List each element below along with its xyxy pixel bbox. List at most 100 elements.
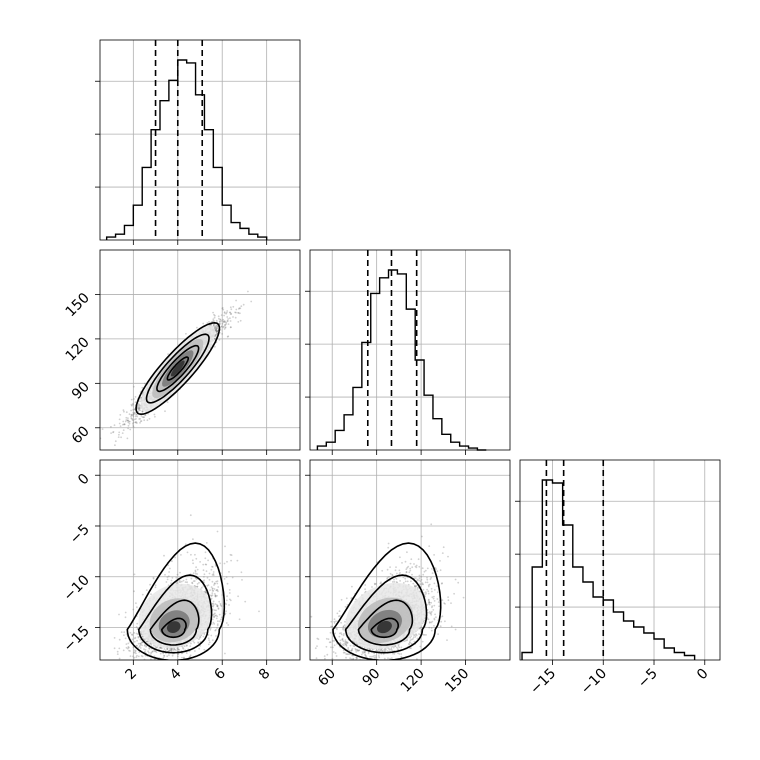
sample-point — [123, 410, 125, 413]
sample-point — [118, 431, 121, 434]
sample-point — [152, 576, 155, 579]
sample-point — [199, 561, 202, 563]
sample-point — [180, 580, 183, 583]
sample-point — [181, 646, 184, 649]
sample-point — [195, 557, 198, 560]
sample-point — [210, 595, 213, 597]
sample-point — [228, 604, 230, 606]
sample-point — [134, 650, 137, 652]
sample-point — [137, 635, 140, 638]
sample-point — [130, 403, 133, 406]
sample-point — [141, 655, 144, 658]
sample-point — [124, 616, 127, 619]
sample-point — [213, 609, 216, 612]
sample-point — [134, 651, 137, 653]
sample-point — [216, 615, 219, 618]
sample-point — [223, 312, 226, 314]
sample-point — [215, 328, 217, 331]
sample-point — [124, 637, 127, 640]
sample-point — [154, 650, 156, 653]
sample-point — [216, 330, 219, 332]
sample-point — [223, 562, 226, 565]
sample-point — [231, 576, 234, 579]
sample-point — [217, 620, 219, 623]
sample-point — [214, 335, 217, 337]
sample-point — [217, 315, 220, 318]
sample-point — [155, 651, 158, 654]
sample-point — [176, 573, 179, 576]
sample-point — [127, 421, 130, 424]
sample-point — [230, 308, 233, 311]
sample-point — [179, 581, 182, 583]
sample-point — [218, 613, 221, 616]
sample-point — [165, 581, 168, 583]
sample-point — [230, 312, 233, 315]
sample-point — [214, 329, 217, 331]
sample-point — [125, 643, 128, 645]
sample-point — [216, 325, 219, 328]
sample-point — [214, 334, 217, 337]
sample-point — [141, 644, 143, 647]
sample-point — [232, 305, 235, 308]
sample-point — [205, 542, 208, 544]
sample-point — [212, 600, 215, 603]
sample-point — [242, 303, 245, 306]
sample-point — [149, 583, 151, 586]
sample-point — [138, 406, 141, 409]
sample-point — [120, 436, 122, 439]
sample-point — [134, 636, 137, 639]
sample-point — [153, 644, 155, 647]
sample-point — [121, 432, 124, 434]
sample-point — [143, 419, 146, 422]
sample-point — [211, 566, 214, 568]
sample-point — [205, 563, 208, 566]
sample-point — [130, 414, 133, 416]
sample-point — [185, 644, 188, 647]
sample-point — [143, 648, 145, 650]
sample-point — [225, 599, 228, 602]
sample-point — [215, 333, 218, 336]
sample-point — [213, 613, 215, 616]
sample-point — [120, 631, 123, 633]
sample-point — [135, 632, 138, 635]
panel-frame — [519, 459, 721, 661]
sample-point — [166, 578, 169, 581]
sample-point — [190, 577, 193, 580]
sample-point — [215, 329, 218, 331]
sample-point — [177, 655, 179, 658]
contour-level — [145, 333, 210, 404]
sample-point — [213, 316, 216, 319]
sample-point — [193, 580, 196, 582]
sample-point — [133, 408, 136, 411]
sample-point — [216, 327, 219, 329]
sample-point — [135, 418, 137, 420]
sample-point — [135, 602, 137, 605]
sample-point — [207, 584, 210, 586]
sample-point — [178, 581, 181, 583]
sample-point — [226, 310, 229, 312]
sample-point — [113, 637, 116, 639]
sample-point — [136, 622, 139, 625]
sample-point — [225, 622, 228, 624]
sample-point — [171, 560, 173, 563]
sample-point — [215, 330, 218, 333]
sample-point — [133, 632, 136, 634]
sample-point — [207, 634, 210, 636]
sample-point — [136, 413, 138, 416]
sample-point — [229, 553, 232, 556]
sample-point — [206, 576, 209, 579]
sample-point — [204, 557, 207, 560]
sample-point — [138, 404, 141, 407]
sample-point — [208, 578, 211, 581]
sample-point — [138, 408, 140, 410]
sample-point — [216, 605, 219, 607]
sample-point — [144, 644, 146, 646]
sample-point — [216, 330, 219, 333]
sample-point — [211, 588, 214, 590]
sample-point — [169, 649, 172, 651]
sample-point — [206, 584, 209, 587]
sample-point — [211, 565, 213, 568]
sample-point — [129, 631, 132, 634]
sample-point — [130, 413, 133, 416]
density-shade — [170, 360, 185, 377]
